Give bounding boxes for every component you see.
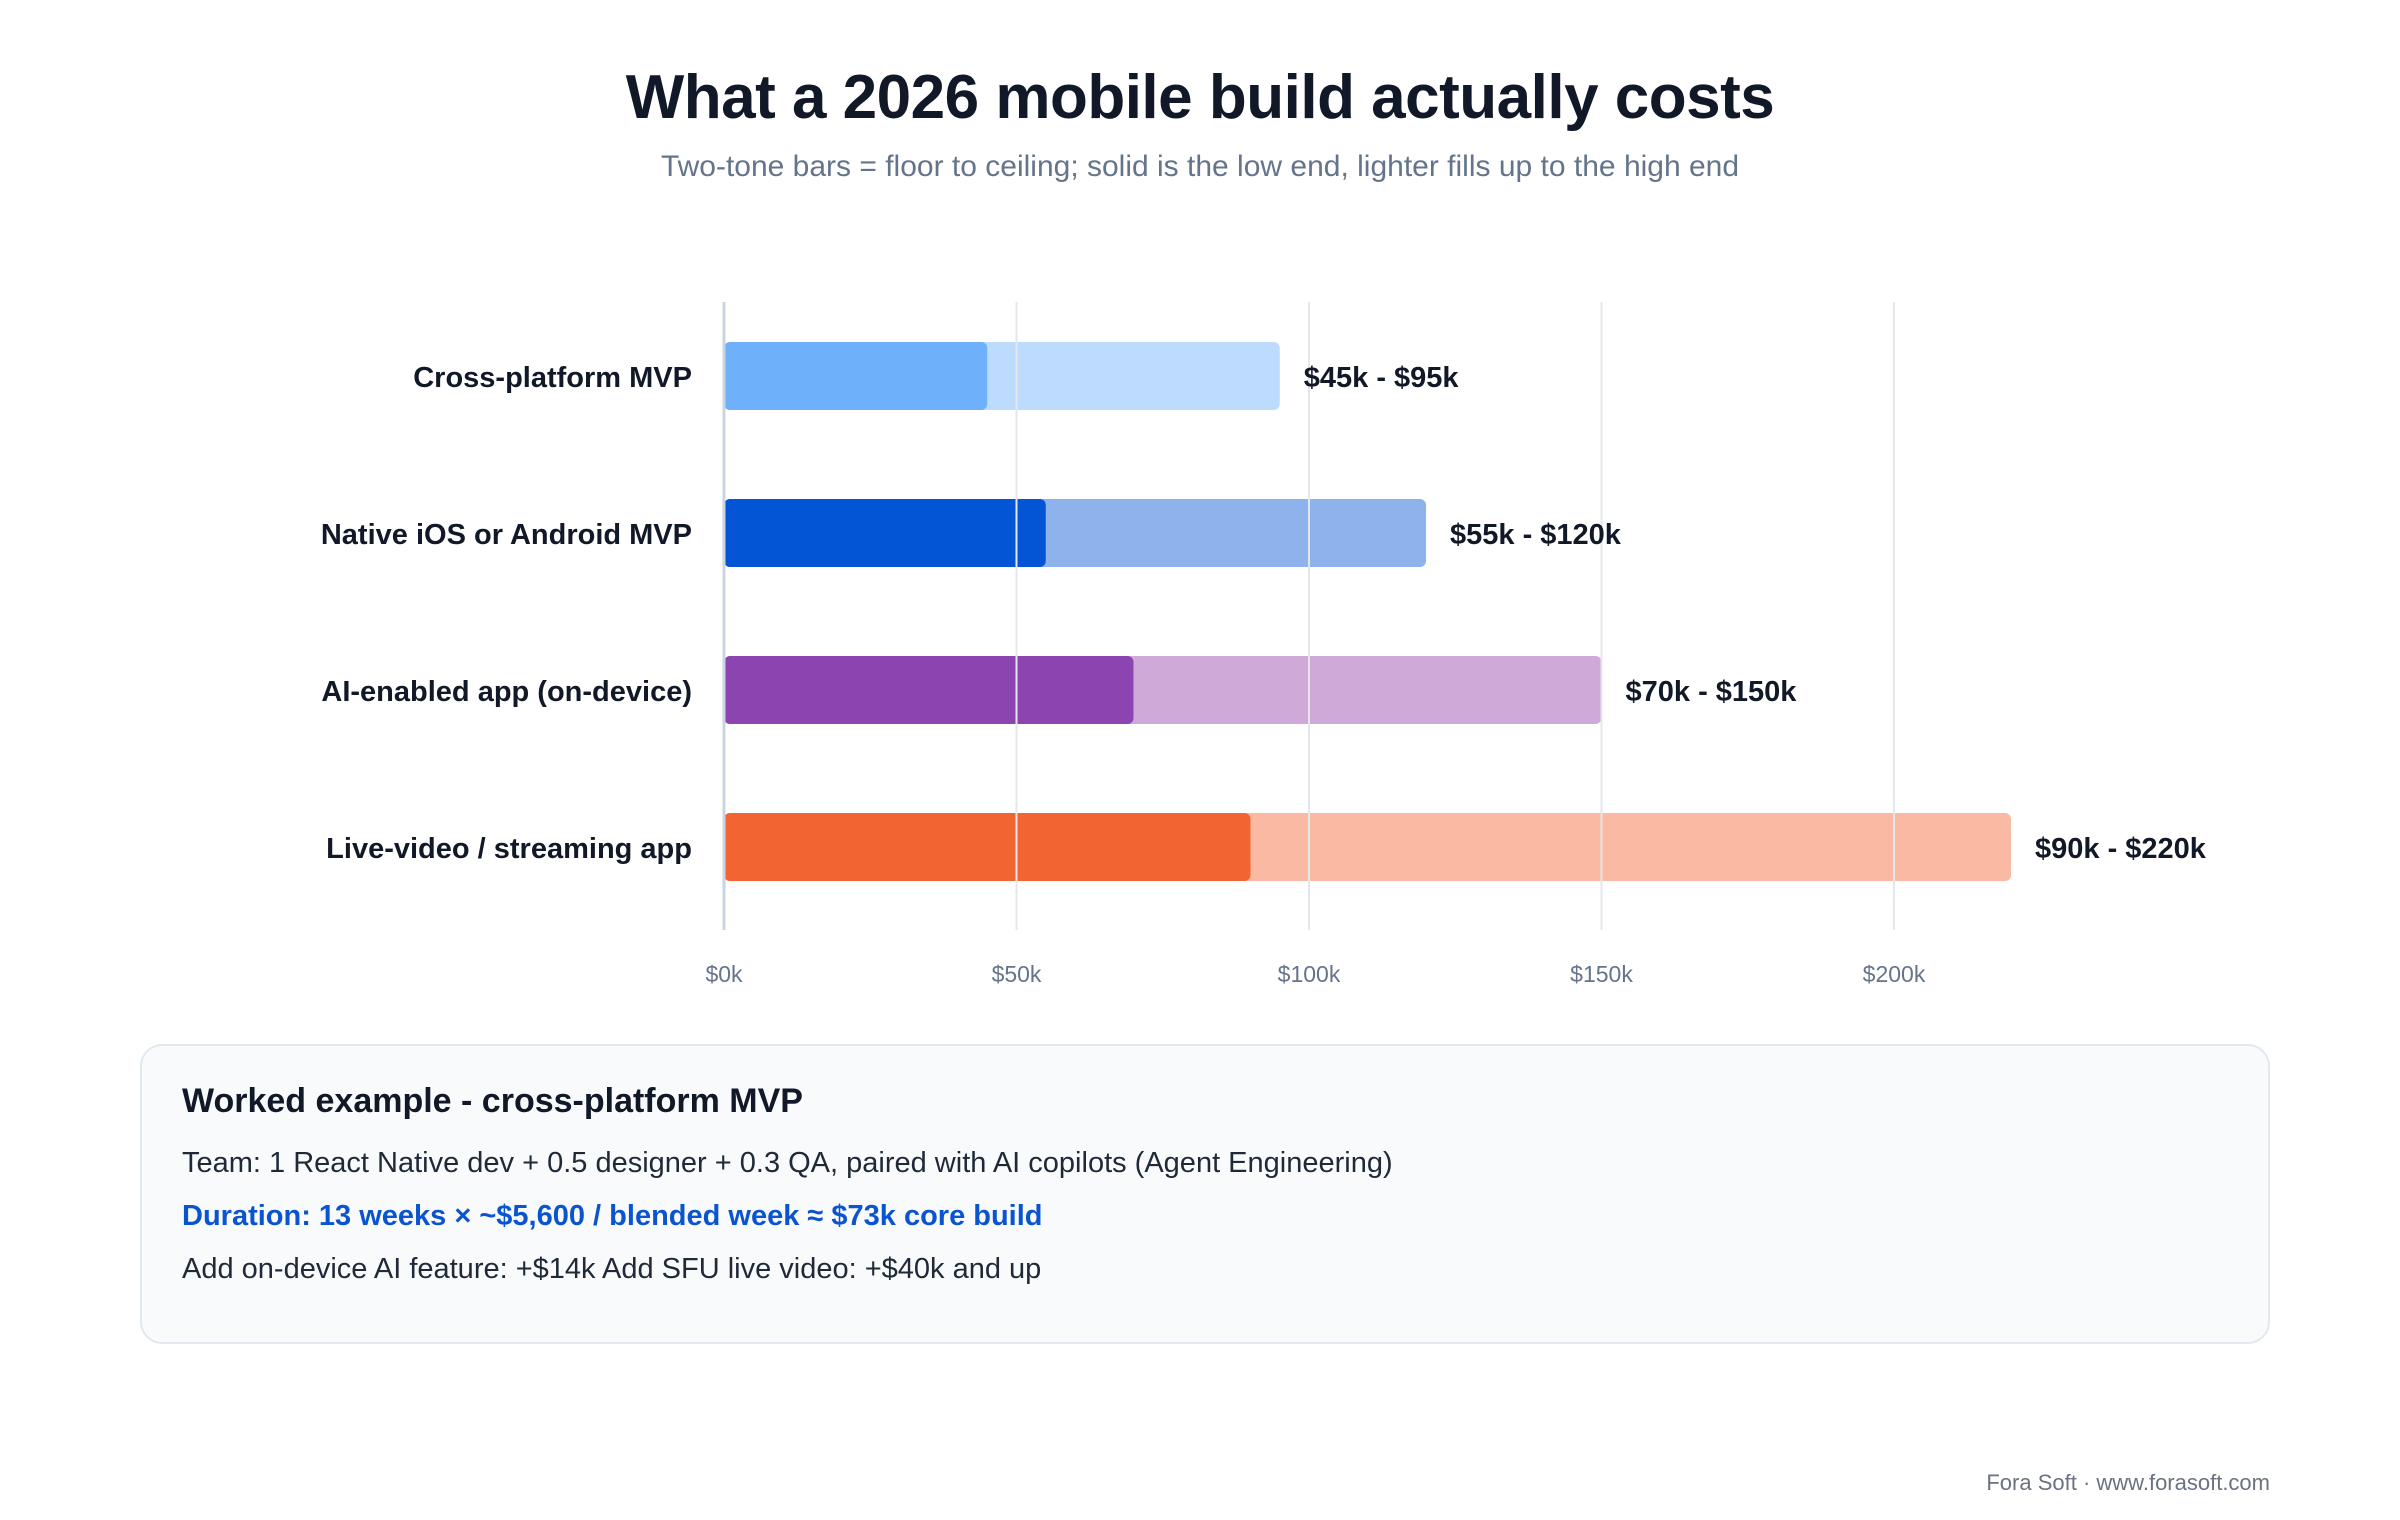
value-label: $55k - $120k (1450, 519, 1622, 551)
x-tick-label: $50k (992, 961, 1042, 987)
worked-example-addons: Add on-device AI feature: +$14k Add SFU … (182, 1253, 1042, 1285)
chart-title: What a 2026 mobile build actually costs (625, 63, 1775, 132)
worked-example-duration: Duration: 13 weeks × ~$5,600 / blended w… (182, 1200, 1043, 1232)
value-label: $45k - $95k (1304, 362, 1460, 394)
chart-subtitle: Two-tone bars = floor to ceiling; solid … (660, 150, 1740, 183)
x-tick-label: $100k (1278, 961, 1341, 987)
category-label: Native iOS or Android MVP (321, 519, 692, 551)
footer-credit: Fora Soft · www.forasoft.com (1986, 1470, 2270, 1495)
worked-example-title: Worked example - cross-platform MVP (182, 1082, 803, 1120)
range-bar-chart: $0k $50k $100k $150k $200k Cross-platform MVP… (321, 302, 2207, 987)
category-label: Live-video / streaming app (326, 833, 692, 865)
category-label: AI-enabled app (on-device) (321, 676, 692, 708)
bar-low-3 (724, 656, 1134, 724)
bar-low-4 (724, 813, 1251, 881)
worked-example-team: Team: 1 React Native dev + 0.5 designer … (182, 1147, 1393, 1179)
x-tick-label: $200k (1863, 961, 1926, 987)
worked-example-card: Worked example - cross-platform MVP Team… (140, 1044, 2270, 1344)
x-tick-label: $0k (705, 961, 743, 987)
bar-low-2 (724, 499, 1046, 567)
value-label: $70k - $150k (1626, 676, 1798, 708)
bar-low-1 (724, 342, 988, 410)
value-label: $90k - $220k (2035, 833, 2207, 865)
x-tick-label: $150k (1570, 961, 1633, 987)
category-label: Cross-platform MVP (413, 362, 692, 394)
